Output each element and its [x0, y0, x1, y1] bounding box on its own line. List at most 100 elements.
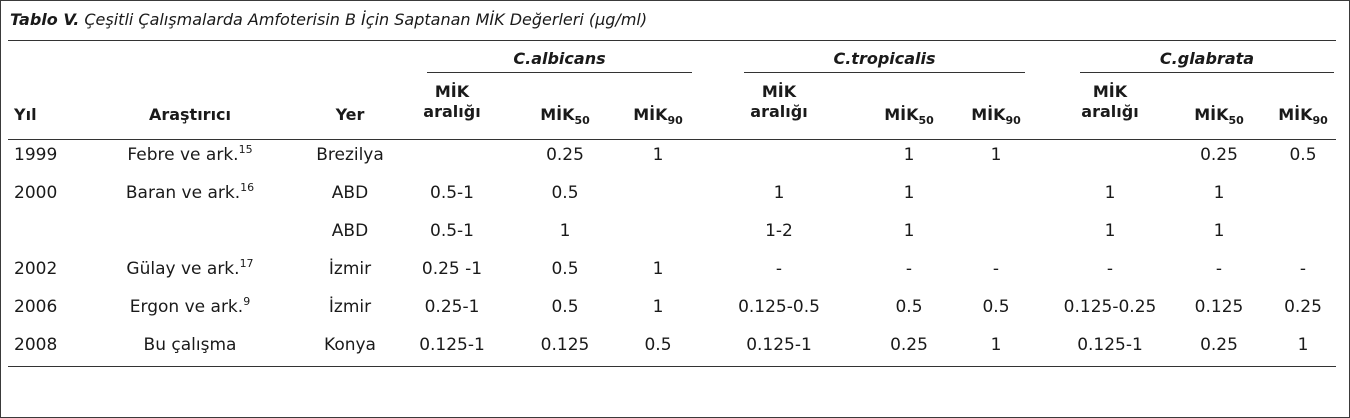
cell-year: 2008: [14, 335, 57, 355]
value-text: 1: [652, 145, 664, 165]
header-mic-subscript: 50: [574, 114, 590, 127]
header-range-line1: MİK: [761, 82, 797, 101]
cell-place: ABD: [300, 183, 400, 203]
value-text: -: [905, 259, 913, 279]
caption-text: Çeşitli Çalışmalarda Amfoterisin B İçin …: [84, 10, 648, 29]
header-mic-subscript: 50: [1228, 114, 1244, 127]
header-mic-8: MİK90: [1243, 105, 1350, 127]
header-researcher-label: Araştırıcı: [148, 105, 232, 124]
cell-place: Brezilya: [300, 145, 400, 165]
cell-researcher: Gülay ve ark.17: [100, 257, 280, 279]
year-text: 2006: [14, 297, 58, 317]
cell-place: İzmir: [300, 297, 400, 317]
researcher-text: Ergon ve ark.: [129, 297, 244, 317]
cell-value: 0.5: [505, 183, 625, 203]
value-text: 0.125-0.25: [1063, 297, 1157, 317]
top-rule: [8, 40, 1336, 41]
researcher-text: Bu çalışma: [143, 335, 237, 355]
value-text: 1: [903, 145, 915, 165]
header-mic-label: MİK: [1194, 105, 1229, 124]
header-mic-2: MİK90: [598, 105, 718, 127]
header-mic-4: MİK50: [849, 105, 969, 127]
header-mic-label: MİK: [540, 105, 575, 124]
group-rule-albicans: [427, 72, 692, 73]
header-mic-subscript: 90: [667, 114, 683, 127]
header-mic-subscript: 90: [1312, 114, 1328, 127]
value-text: 1: [1213, 221, 1225, 241]
header-mic-range-0: MİK aralığı: [392, 82, 512, 122]
cell-value: 1: [1050, 183, 1170, 203]
value-text: 0.5: [982, 297, 1010, 317]
cell-place: Konya: [300, 335, 400, 355]
value-text: 0.125: [540, 335, 590, 355]
header-mic-label: MİK: [1278, 105, 1313, 124]
value-text: 0.125-1: [746, 335, 812, 355]
cell-value: 0.25: [1243, 297, 1350, 317]
header-year: Yıl: [14, 105, 37, 125]
place-text: İzmir: [328, 259, 372, 279]
value-text: 0.25 -1: [421, 259, 483, 279]
value-text: -: [1299, 259, 1307, 279]
cell-value: 1: [598, 145, 718, 165]
cell-value: -: [936, 259, 1056, 279]
value-text: 0.25: [1284, 297, 1322, 317]
cell-researcher: Ergon ve ark.9: [100, 296, 280, 317]
year-text: 2000: [14, 183, 58, 203]
reference-superscript: 15: [238, 143, 253, 156]
cell-value: 0.25-1: [392, 297, 512, 317]
cell-value: 0.25: [1159, 145, 1279, 165]
cell-value: 1: [849, 221, 969, 241]
header-place: Yer: [300, 105, 400, 125]
cell-value: 1-2: [719, 221, 839, 241]
value-text: 1: [773, 183, 785, 203]
header-mic-7: MİK50: [1159, 105, 1279, 127]
cell-value: 0.5: [598, 335, 718, 355]
value-text: 0.125: [1194, 297, 1244, 317]
cell-place: ABD: [300, 221, 400, 241]
cell-value: 0.25 -1: [392, 259, 512, 279]
group-albicans: C.albicans: [513, 49, 606, 68]
cell-researcher: Bu çalışma: [100, 335, 280, 355]
header-mic-subscript: 90: [1005, 114, 1021, 127]
value-text: 0.5: [1289, 145, 1317, 165]
value-text: 1: [1213, 183, 1225, 203]
year-text: 2008: [14, 335, 58, 355]
cell-year: 2006: [14, 297, 57, 317]
group-glabrata: C.glabrata: [1159, 49, 1255, 68]
cell-value: 0.125-1: [392, 335, 512, 355]
cell-value: 1: [936, 145, 1056, 165]
cell-value: 0.5: [505, 259, 625, 279]
value-text: -: [775, 259, 783, 279]
header-mic-1: MİK50: [505, 105, 625, 127]
reference-superscript: 16: [240, 181, 255, 194]
reference-superscript: 17: [239, 257, 254, 270]
group-tropicalis: C.tropicalis: [833, 49, 936, 68]
cell-value: 1: [849, 145, 969, 165]
value-text: -: [1106, 259, 1114, 279]
cell-value: 1: [1159, 221, 1279, 241]
cell-value: 1: [719, 183, 839, 203]
cell-value: 0.5: [505, 297, 625, 317]
cell-value: 0.5: [849, 297, 969, 317]
header-mic-5: MİK90: [936, 105, 1056, 127]
value-text: 1: [903, 183, 915, 203]
value-text: -: [992, 259, 1000, 279]
table-caption: Tablo V. Çeşitli Çalışmalarda Amfoterisi…: [10, 10, 647, 29]
researcher-text: Febre ve ark.: [127, 145, 239, 165]
header-mic-subscript: 50: [918, 114, 934, 127]
caption-label: Tablo V.: [10, 10, 80, 29]
value-text: 1: [559, 221, 571, 241]
cell-value: 1: [1243, 335, 1350, 355]
value-text: 0.5: [895, 297, 923, 317]
value-text: 1: [903, 221, 915, 241]
place-text: ABD: [331, 221, 369, 241]
header-mic-range-1: MİK aralığı: [719, 82, 839, 122]
cell-value: 0.125-1: [719, 335, 839, 355]
cell-value: -: [1159, 259, 1279, 279]
cell-year: 2000: [14, 183, 57, 203]
cell-value: -: [849, 259, 969, 279]
cell-value: 0.5: [1243, 145, 1350, 165]
cell-value: 0.125: [1159, 297, 1279, 317]
cell-value: -: [1050, 259, 1170, 279]
researcher-text: Baran ve ark.: [125, 183, 241, 203]
